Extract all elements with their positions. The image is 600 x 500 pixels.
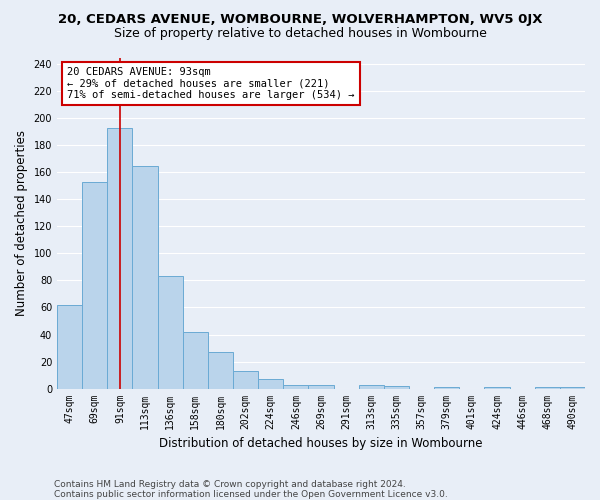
Bar xyxy=(434,387,459,388)
Text: 20 CEDARS AVENUE: 93sqm
← 29% of detached houses are smaller (221)
71% of semi-d: 20 CEDARS AVENUE: 93sqm ← 29% of detache… xyxy=(67,67,355,100)
Bar xyxy=(384,386,409,388)
Bar xyxy=(283,384,308,388)
Text: 20, CEDARS AVENUE, WOMBOURNE, WOLVERHAMPTON, WV5 0JX: 20, CEDARS AVENUE, WOMBOURNE, WOLVERHAMP… xyxy=(58,12,542,26)
Text: Contains HM Land Registry data © Crown copyright and database right 2024.: Contains HM Land Registry data © Crown c… xyxy=(54,480,406,489)
Bar xyxy=(183,332,208,388)
Bar xyxy=(484,387,509,388)
Bar xyxy=(158,276,183,388)
Bar xyxy=(535,387,560,388)
Bar xyxy=(308,384,334,388)
Bar xyxy=(107,128,133,388)
X-axis label: Distribution of detached houses by size in Wombourne: Distribution of detached houses by size … xyxy=(159,437,483,450)
Bar xyxy=(258,379,283,388)
Bar xyxy=(359,384,384,388)
Y-axis label: Number of detached properties: Number of detached properties xyxy=(15,130,28,316)
Bar xyxy=(208,352,233,389)
Bar xyxy=(133,166,158,388)
Text: Size of property relative to detached houses in Wombourne: Size of property relative to detached ho… xyxy=(113,28,487,40)
Bar xyxy=(82,182,107,388)
Bar xyxy=(560,387,585,388)
Bar xyxy=(57,305,82,388)
Bar xyxy=(233,371,258,388)
Text: Contains public sector information licensed under the Open Government Licence v3: Contains public sector information licen… xyxy=(54,490,448,499)
